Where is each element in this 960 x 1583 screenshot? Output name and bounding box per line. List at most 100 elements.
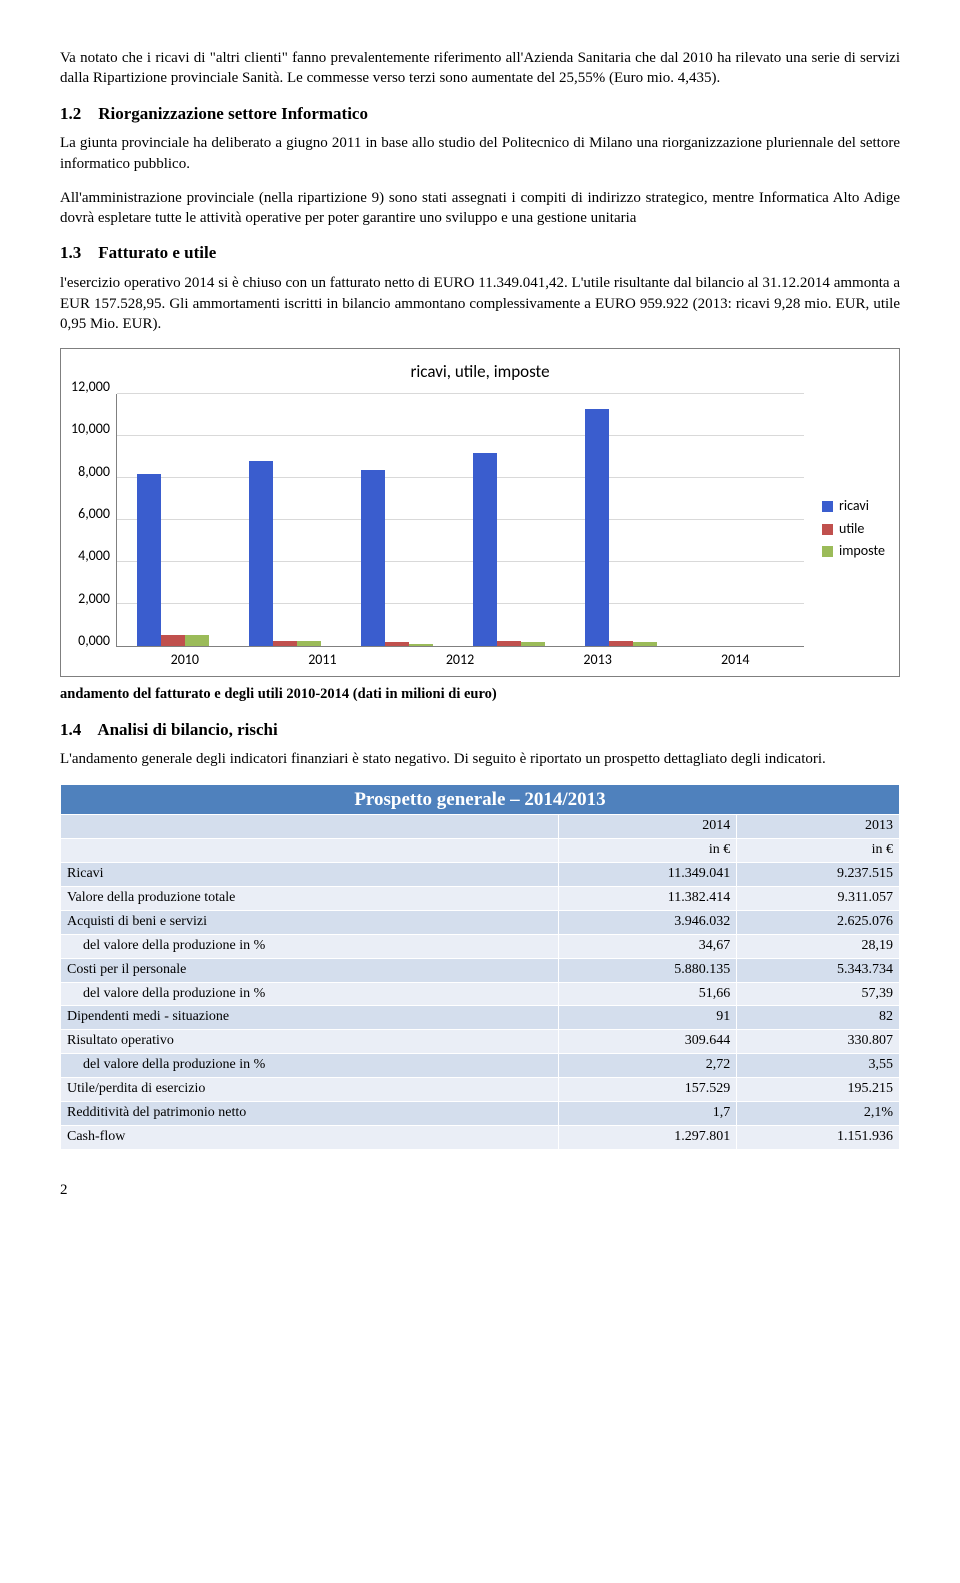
gridline bbox=[117, 519, 804, 520]
section-1-3-p1: l'esercizio operativo 2014 si è chiuso c… bbox=[60, 273, 900, 334]
row-value-2014: 11.349.041 bbox=[559, 863, 737, 887]
row-label: Dipendenti medi - situazione bbox=[61, 1006, 559, 1030]
table-row: Costi per il personale5.880.1355.343.734 bbox=[61, 958, 900, 982]
table-row: Cash-flow1.297.8011.151.936 bbox=[61, 1125, 900, 1149]
gridline bbox=[117, 477, 804, 478]
legend-swatch bbox=[822, 546, 833, 557]
legend-swatch bbox=[822, 524, 833, 535]
table-year: 2014 bbox=[559, 815, 737, 839]
row-label: Cash-flow bbox=[61, 1125, 559, 1149]
x-tick-label: 2013 bbox=[529, 651, 667, 670]
table-row: del valore della produzione in %51,6657,… bbox=[61, 982, 900, 1006]
section-number: 1.3 bbox=[60, 242, 94, 265]
table-unit: in € bbox=[559, 839, 737, 863]
bar-ricavi bbox=[585, 409, 609, 646]
row-value-2013: 82 bbox=[737, 1006, 900, 1030]
chart-plot-area bbox=[116, 394, 804, 647]
row-value-2014: 11.382.414 bbox=[559, 887, 737, 911]
bar-ricavi bbox=[361, 470, 385, 646]
table-row: Risultato operativo309.644330.807 bbox=[61, 1030, 900, 1054]
row-value-2014: 3.946.032 bbox=[559, 910, 737, 934]
bar-utile bbox=[273, 641, 297, 646]
bar-imposte bbox=[633, 642, 657, 646]
row-value-2013: 9.237.515 bbox=[737, 863, 900, 887]
bar-utile bbox=[161, 635, 185, 647]
row-value-2013: 195.215 bbox=[737, 1078, 900, 1102]
bar-imposte bbox=[297, 641, 321, 646]
row-label: Valore della produzione totale bbox=[61, 887, 559, 911]
section-1-2-p1: La giunta provinciale ha deliberato a gi… bbox=[60, 133, 900, 174]
table-row: del valore della produzione in %2,723,55 bbox=[61, 1054, 900, 1078]
table-row: Redditività del patrimonio netto1,72,1% bbox=[61, 1102, 900, 1126]
row-value-2013: 5.343.734 bbox=[737, 958, 900, 982]
legend-swatch bbox=[822, 501, 833, 512]
gridline bbox=[117, 603, 804, 604]
revenue-chart: ricavi, utile, imposte 0,0002,0004,0006,… bbox=[60, 348, 900, 677]
table-unit: in € bbox=[737, 839, 900, 863]
row-value-2013: 3,55 bbox=[737, 1054, 900, 1078]
bar-ricavi bbox=[137, 474, 161, 646]
chart-legend: ricavi utile imposte bbox=[804, 388, 889, 670]
section-1-3-title: 1.3 Fatturato e utile bbox=[60, 242, 900, 265]
row-label: del valore della produzione in % bbox=[61, 934, 559, 958]
chart-caption: andamento del fatturato e degli utili 20… bbox=[60, 685, 900, 705]
x-tick-label: 2011 bbox=[254, 651, 392, 670]
legend-item-ricavi: ricavi bbox=[822, 497, 885, 516]
row-value-2013: 1.151.936 bbox=[737, 1125, 900, 1149]
table-year: 2013 bbox=[737, 815, 900, 839]
section-1-4-p1: L'andamento generale degli indicatori fi… bbox=[60, 749, 900, 769]
row-value-2013: 2.625.076 bbox=[737, 910, 900, 934]
row-value-2014: 5.880.135 bbox=[559, 958, 737, 982]
row-value-2013: 330.807 bbox=[737, 1030, 900, 1054]
row-value-2013: 9.311.057 bbox=[737, 887, 900, 911]
gridline bbox=[117, 561, 804, 562]
bar-ricavi bbox=[473, 453, 497, 646]
row-value-2013: 28,19 bbox=[737, 934, 900, 958]
row-label: Ricavi bbox=[61, 863, 559, 887]
x-tick-label: 2010 bbox=[116, 651, 254, 670]
table-row: Ricavi11.349.0419.237.515 bbox=[61, 863, 900, 887]
table-title: Prospetto generale – 2014/2013 bbox=[61, 784, 900, 815]
legend-label: ricavi bbox=[839, 497, 869, 516]
bar-utile bbox=[385, 642, 409, 646]
legend-label: imposte bbox=[839, 542, 885, 561]
gridline bbox=[117, 435, 804, 436]
row-value-2014: 1.297.801 bbox=[559, 1125, 737, 1149]
section-heading: Fatturato e utile bbox=[98, 243, 216, 262]
intro-paragraph: Va notato che i ricavi di "altri clienti… bbox=[60, 48, 900, 89]
row-label: Redditività del patrimonio netto bbox=[61, 1102, 559, 1126]
table-row: Valore della produzione totale11.382.414… bbox=[61, 887, 900, 911]
row-value-2014: 34,67 bbox=[559, 934, 737, 958]
row-value-2013: 2,1% bbox=[737, 1102, 900, 1126]
table-row: Utile/perdita di esercizio157.529195.215 bbox=[61, 1078, 900, 1102]
bar-imposte bbox=[185, 635, 209, 647]
x-tick-label: 2012 bbox=[391, 651, 529, 670]
row-label: Utile/perdita di esercizio bbox=[61, 1078, 559, 1102]
legend-label: utile bbox=[839, 520, 864, 539]
row-value-2014: 2,72 bbox=[559, 1054, 737, 1078]
bar-imposte bbox=[521, 642, 545, 646]
row-label: Acquisti di beni e servizi bbox=[61, 910, 559, 934]
row-value-2014: 309.644 bbox=[559, 1030, 737, 1054]
table-row: Acquisti di beni e servizi3.946.0322.625… bbox=[61, 910, 900, 934]
bar-utile bbox=[609, 641, 633, 646]
bar-utile bbox=[497, 641, 521, 646]
section-1-2-p2: All'amministrazione provinciale (nella r… bbox=[60, 188, 900, 229]
x-tick-label: 2014 bbox=[666, 651, 804, 670]
bar-ricavi bbox=[249, 461, 273, 646]
section-number: 1.4 bbox=[60, 719, 94, 742]
table-row: del valore della produzione in %34,6728,… bbox=[61, 934, 900, 958]
table-row: Dipendenti medi - situazione9182 bbox=[61, 1006, 900, 1030]
section-1-2-title: 1.2 Riorganizzazione settore Informatico bbox=[60, 103, 900, 126]
row-label: del valore della produzione in % bbox=[61, 982, 559, 1006]
chart-title: ricavi, utile, imposte bbox=[71, 361, 889, 384]
row-label: Costi per il personale bbox=[61, 958, 559, 982]
row-label: del valore della produzione in % bbox=[61, 1054, 559, 1078]
section-number: 1.2 bbox=[60, 103, 94, 126]
chart-y-axis-labels: 0,0002,0004,0006,0008,00010,00012,000 bbox=[71, 388, 116, 670]
prospetto-table: Prospetto generale – 2014/201320142013in… bbox=[60, 784, 900, 1150]
row-value-2013: 57,39 bbox=[737, 982, 900, 1006]
row-value-2014: 157.529 bbox=[559, 1078, 737, 1102]
row-value-2014: 91 bbox=[559, 1006, 737, 1030]
row-value-2014: 51,66 bbox=[559, 982, 737, 1006]
